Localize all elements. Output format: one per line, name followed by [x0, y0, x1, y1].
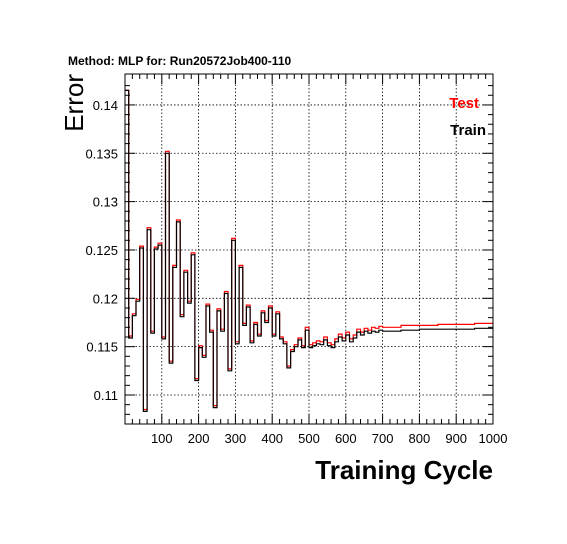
legend-test: Test: [449, 95, 479, 112]
y-tick-label: 0.135: [85, 146, 118, 161]
y-tick-label: 0.12: [93, 291, 118, 306]
x-tick-label: 300: [225, 431, 247, 446]
legend-train: Train: [450, 122, 486, 139]
x-tick-label: 500: [298, 431, 320, 446]
x-tick-label: 200: [188, 431, 210, 446]
x-tick-labels: 100 200 300 400 500 600 700 800 900 1000: [151, 431, 508, 446]
y-tick-label: 0.13: [93, 195, 118, 210]
x-tick-label: 1000: [479, 431, 508, 446]
series-group: [125, 89, 493, 412]
y-tick-label: 0.125: [85, 243, 118, 258]
x-tick-label: 400: [261, 431, 283, 446]
chart-title: Method: MLP for: Run20572Job400-110: [68, 54, 291, 68]
y-tick-label: 0.14: [93, 98, 118, 113]
y-tick-label: 0.11: [94, 388, 118, 403]
series-line-train: [125, 89, 493, 412]
axes: [125, 74, 494, 424]
x-tick-label: 700: [372, 431, 394, 446]
y-tick-labels: 0.11 0.115 0.12 0.125 0.13 0.135 0.14: [85, 98, 118, 403]
y-axis-title: Error: [59, 74, 89, 132]
x-tick-label: 100: [151, 431, 173, 446]
y-tick-label: 0.115: [86, 340, 118, 355]
x-tick-label: 900: [445, 431, 467, 446]
x-axis-title: Training Cycle: [315, 455, 493, 485]
x-tick-label: 600: [335, 431, 357, 446]
x-tick-label: 800: [409, 431, 431, 446]
